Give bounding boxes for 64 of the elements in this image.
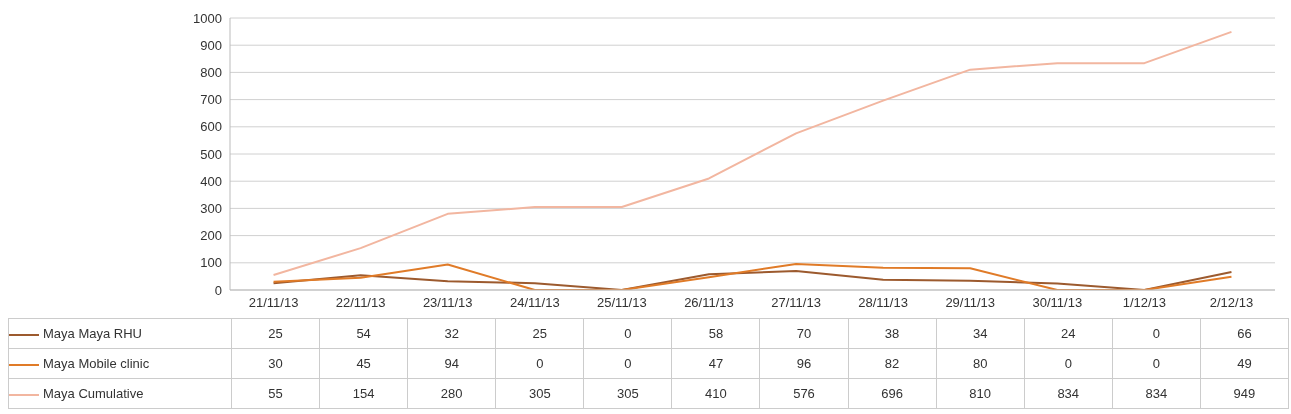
data-label: 70 xyxy=(759,318,849,349)
y-tick-label: 800 xyxy=(200,65,222,81)
x-tick-label: 29/11/13 xyxy=(945,295,996,311)
data-label: 410 xyxy=(671,378,760,409)
y-tick-label: 700 xyxy=(200,92,222,108)
x-tick-label: 26/11/13 xyxy=(684,295,734,311)
data-label: 0 xyxy=(495,348,584,379)
x-tick-label: 21/11/13 xyxy=(248,295,299,311)
y-tick-label: 600 xyxy=(200,119,222,135)
x-tick-label: 22/11/13 xyxy=(335,295,386,311)
data-label: 834 xyxy=(1024,378,1113,409)
data-label: 0 xyxy=(1112,348,1201,379)
data-label: 154 xyxy=(319,378,408,409)
data-label: 47 xyxy=(671,348,760,379)
data-label: 576 xyxy=(759,378,849,409)
data-label: 55 xyxy=(231,378,320,409)
y-tick-label: 400 xyxy=(200,173,222,189)
y-tick-label: 0 xyxy=(214,282,222,298)
x-tick-label: 24/11/13 xyxy=(509,295,560,311)
line-series xyxy=(272,269,1233,290)
data-label: 25 xyxy=(231,318,320,349)
data-label: 25 xyxy=(495,318,584,349)
data-label: 94 xyxy=(407,348,496,379)
data-label: 0 xyxy=(1112,318,1201,349)
y-tick-label: 200 xyxy=(200,228,222,244)
x-tick-label: 23/11/13 xyxy=(422,295,473,311)
data-label: 80 xyxy=(936,348,1025,379)
y-tick-label: 100 xyxy=(200,255,222,271)
data-label: 96 xyxy=(759,348,849,379)
data-label: 0 xyxy=(1024,348,1113,379)
x-tick-label: 28/11/13 xyxy=(858,295,908,311)
legend-label: Maya Maya RHU xyxy=(8,318,232,349)
data-label: 24 xyxy=(1024,318,1113,349)
data-label: 49 xyxy=(1200,348,1289,379)
y-tick-label: 300 xyxy=(200,201,222,217)
line-series xyxy=(272,30,1233,277)
data-label: 834 xyxy=(1112,378,1201,409)
data-label: 45 xyxy=(319,348,408,379)
data-label: 0 xyxy=(583,348,672,379)
data-label: 82 xyxy=(848,348,937,379)
x-tick-label: 30/11/13 xyxy=(1032,295,1083,311)
x-tick-label: 27/11/13 xyxy=(771,295,821,311)
data-label: 0 xyxy=(583,318,672,349)
data-label: 696 xyxy=(848,378,937,409)
y-tick-label: 900 xyxy=(200,37,222,53)
data-label: 305 xyxy=(583,378,672,409)
data-label: 305 xyxy=(495,378,584,409)
data-label: 32 xyxy=(407,318,496,349)
legend-label: Maya Cumulative xyxy=(8,378,232,409)
data-label: 66 xyxy=(1200,318,1289,349)
data-label: 810 xyxy=(936,378,1025,409)
data-label: 30 xyxy=(231,348,320,379)
x-tick-label: 25/11/13 xyxy=(597,295,647,311)
x-tick-label: 1/12/13 xyxy=(1122,295,1167,311)
data-label: 280 xyxy=(407,378,496,409)
data-label: 58 xyxy=(671,318,760,349)
data-label: 54 xyxy=(319,318,408,349)
y-tick-label: 500 xyxy=(200,146,222,162)
data-label: 34 xyxy=(936,318,1025,349)
data-label: 949 xyxy=(1200,378,1289,409)
x-tick-label: 2/12/13 xyxy=(1209,295,1254,311)
data-label: 38 xyxy=(848,318,937,349)
y-tick-label: 1000 xyxy=(193,10,222,26)
legend-label: Maya Mobile clinic xyxy=(8,348,232,379)
